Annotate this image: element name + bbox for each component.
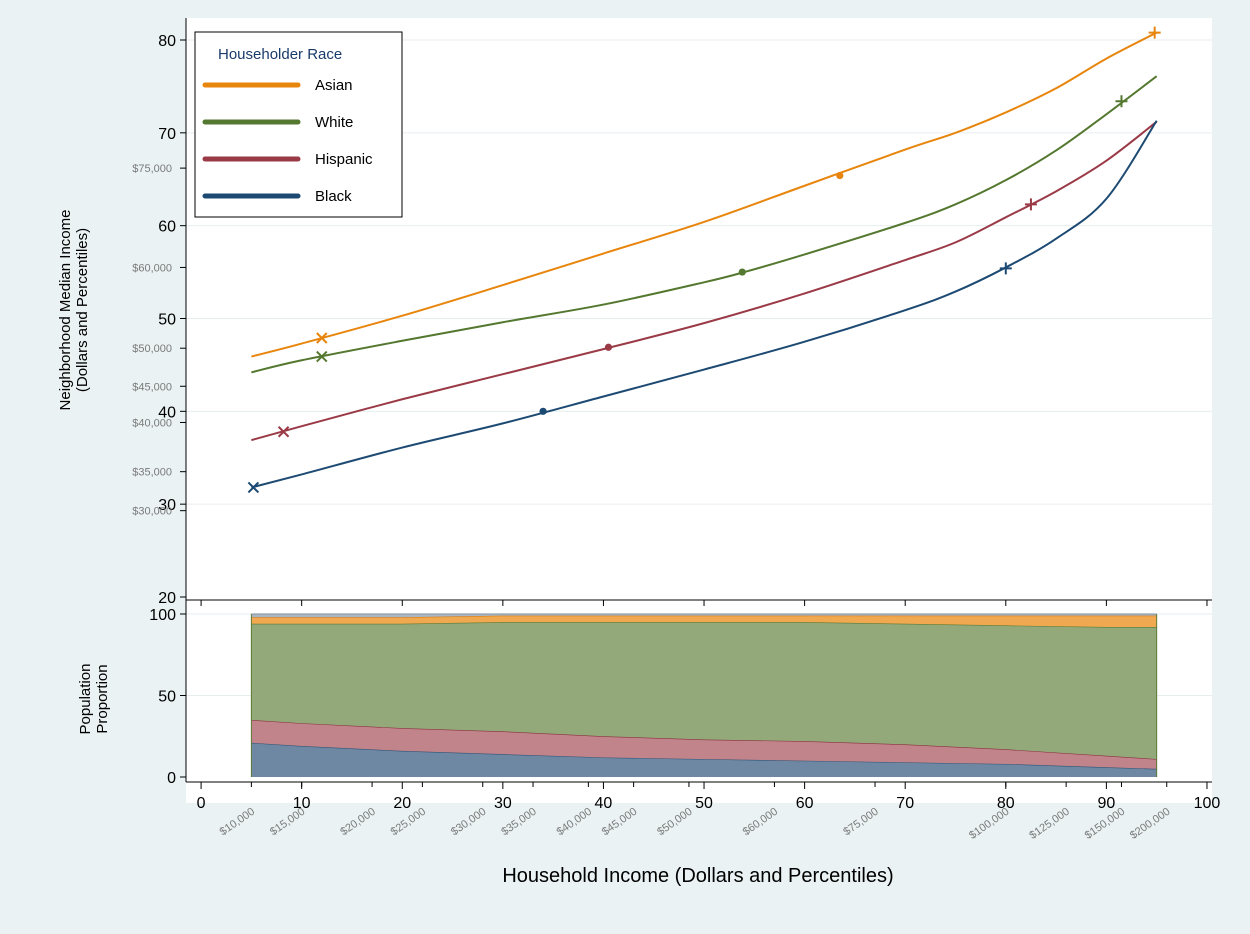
area-plot-y-ticks: 0 50 100 bbox=[149, 607, 186, 787]
x-dollar-tick-label: $125,000 bbox=[1027, 806, 1071, 842]
x-tick-label: 60 bbox=[796, 795, 814, 812]
x-tick-label: 10 bbox=[293, 795, 311, 812]
x-dollar-tick-label: $20,000 bbox=[338, 806, 377, 839]
marker-black bbox=[539, 407, 547, 415]
y-tick-label: 20 bbox=[158, 590, 176, 607]
area-y-tick-label: 100 bbox=[149, 607, 176, 624]
x-tick-label: 70 bbox=[896, 795, 914, 812]
marker-white bbox=[738, 268, 746, 276]
y-dollar-tick-label: $30,000 bbox=[132, 506, 172, 518]
x-dollar-tick-label: $75,000 bbox=[841, 806, 880, 839]
x-axis-ticks: 0 10 20 30 40 50 60 70 80 90 100 bbox=[197, 600, 1221, 812]
x-tick-label: 20 bbox=[393, 795, 411, 812]
x-tick-label: 40 bbox=[595, 795, 613, 812]
legend-label-hispanic: Hispanic bbox=[315, 151, 373, 168]
x-axis-title: Household Income (Dollars and Percentile… bbox=[502, 865, 893, 887]
area-asian bbox=[251, 615, 1157, 628]
area-y-axis-title-line-1: Population bbox=[77, 664, 94, 735]
population-area-stack bbox=[250, 613, 1158, 777]
y-dollar-tick-label: $50,000 bbox=[132, 343, 172, 355]
x-tick-label: 90 bbox=[1097, 795, 1115, 812]
x-tick-label: 30 bbox=[494, 795, 512, 812]
x-tick-label: 0 bbox=[197, 795, 206, 812]
line-hispanic bbox=[251, 120, 1158, 442]
y-tick-label: 70 bbox=[158, 126, 176, 143]
legend-label-asian: Asian bbox=[315, 77, 353, 94]
y-tick-label: 50 bbox=[158, 312, 176, 329]
y-dollar-tick-label: $75,000 bbox=[132, 163, 172, 175]
area-white bbox=[251, 622, 1157, 760]
marker-white bbox=[1115, 95, 1128, 108]
y-dollar-tick-label: $45,000 bbox=[132, 381, 172, 393]
percentile-markers bbox=[247, 26, 1161, 494]
line-asian bbox=[251, 31, 1158, 358]
marker-asian bbox=[316, 332, 328, 344]
x-dollar-tick-label: $30,000 bbox=[449, 806, 488, 839]
y-dollar-tick-label: $35,000 bbox=[132, 467, 172, 479]
line-black bbox=[251, 120, 1158, 489]
x-dollar-tick-label: $10,000 bbox=[218, 806, 257, 839]
marker-hispanic bbox=[1024, 198, 1037, 211]
area-other bbox=[251, 614, 1157, 618]
x-dollar-tick-label: $50,000 bbox=[655, 806, 694, 839]
x-dollar-tick-label: $100,000 bbox=[967, 806, 1011, 842]
marker-white bbox=[316, 350, 328, 363]
marker-asian bbox=[1148, 26, 1161, 39]
axes bbox=[185, 18, 1212, 783]
y-tick-label: 30 bbox=[158, 497, 176, 514]
line-plot-y-ticks: 20 30 40 50 60 70 80 $30,000 $35,000 $40,000 $45,0… bbox=[132, 33, 186, 607]
y-tick-label: 60 bbox=[158, 219, 176, 236]
x-tick-label: 100 bbox=[1194, 795, 1221, 812]
x-tick-label: 80 bbox=[997, 795, 1015, 812]
legend-label-white: White bbox=[315, 114, 353, 131]
area-y-tick-label: 0 bbox=[167, 770, 176, 787]
area-hispanic bbox=[251, 719, 1157, 769]
y-axis-title-line-2: (Dollars and Percentiles) bbox=[74, 228, 91, 392]
legend-title: Householder Race bbox=[218, 46, 342, 63]
area-y-axis-title-line-2: Proportion bbox=[94, 664, 111, 733]
marker-black bbox=[999, 262, 1012, 275]
y-tick-label: 80 bbox=[158, 33, 176, 50]
area-black bbox=[251, 742, 1157, 777]
marker-hispanic bbox=[604, 343, 613, 351]
x-dollar-tick-label: $40,000 bbox=[555, 806, 594, 839]
y-axis-title-line-1: Neighborhood Median Income bbox=[57, 210, 74, 411]
x-dollar-tick-label: $60,000 bbox=[741, 806, 780, 839]
area-y-tick-label: 50 bbox=[158, 689, 176, 706]
marker-asian bbox=[836, 171, 844, 180]
legend-label-black: Black bbox=[315, 188, 352, 205]
x-tick-label: 50 bbox=[695, 795, 713, 812]
y-tick-label: 40 bbox=[158, 404, 176, 421]
legend: Householder Race Asian White Hispanic Black bbox=[194, 31, 403, 218]
marker-black bbox=[247, 481, 260, 494]
y-dollar-tick-label: $40,000 bbox=[132, 417, 172, 429]
x-dollar-tick-label: $15,000 bbox=[268, 806, 307, 839]
y-dollar-tick-label: $60,000 bbox=[132, 262, 172, 274]
x-dollar-tick-label: $200,000 bbox=[1128, 806, 1172, 842]
marker-hispanic bbox=[277, 426, 290, 438]
